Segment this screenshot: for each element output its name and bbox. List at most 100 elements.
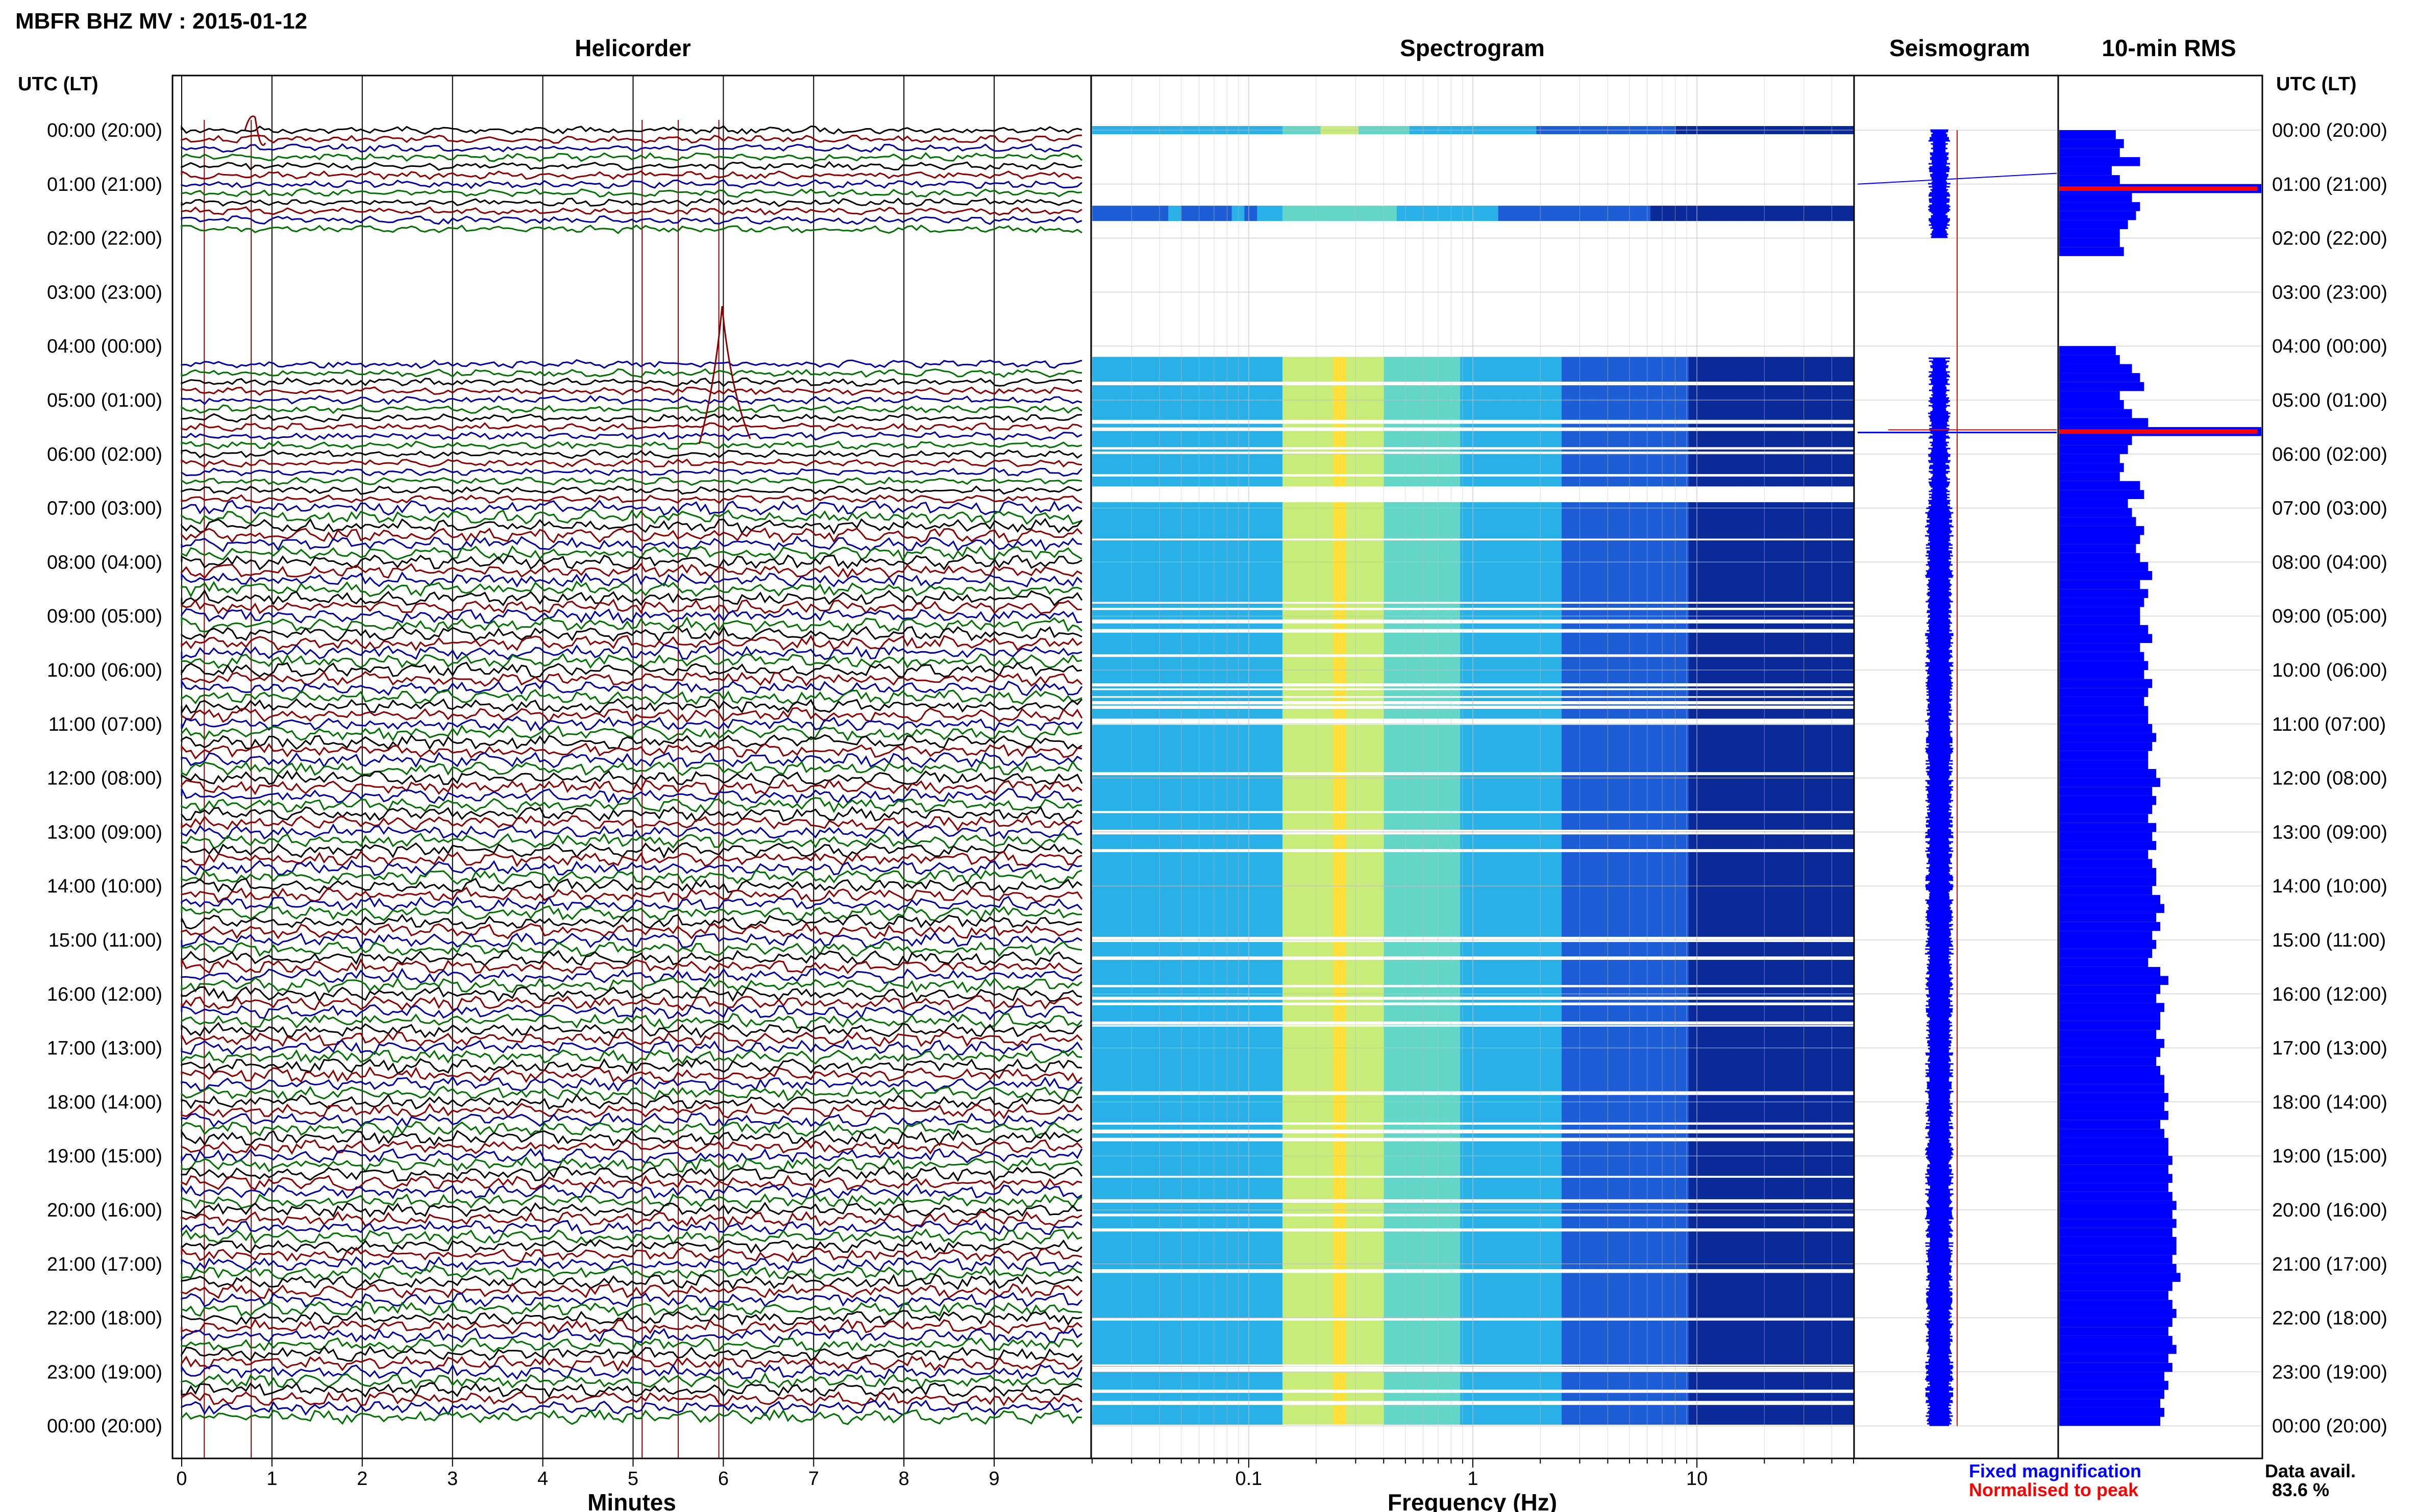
spectrogram-cell	[1307, 357, 1321, 1426]
rms-bar	[2059, 454, 2120, 463]
rms-bar	[2059, 1335, 2173, 1345]
rms-bar	[2059, 481, 2140, 490]
helicorder-trace	[181, 404, 1082, 414]
rms-bar	[2059, 805, 2153, 814]
spectrogram-cell	[1168, 206, 1182, 221]
spectrogram-cell	[1498, 206, 1512, 221]
time-tick-label: 21:00 (17:00)	[2272, 1254, 2387, 1275]
rms-bar	[2059, 724, 2153, 733]
helicorder-trace	[181, 644, 1082, 660]
spectrogram-cell	[1104, 357, 1118, 1426]
spectrogram-title: Spectrogram	[1400, 35, 1545, 61]
minute-tick-label: 1	[266, 1468, 277, 1490]
helicorder-trace	[181, 1049, 1082, 1065]
spectrogram-cell	[1675, 357, 1689, 1426]
helicorder-trace	[181, 797, 1082, 813]
rms-bar	[2059, 238, 2120, 247]
spectrogram-cell	[1396, 206, 1410, 221]
helicorder-trace	[181, 958, 1083, 974]
rms-bar	[2059, 193, 2132, 203]
helicorder-trace	[181, 1211, 1082, 1227]
rms-bar	[2059, 850, 2149, 859]
helicorder-trace	[181, 197, 1082, 207]
spectrogram-cell	[1523, 357, 1537, 1426]
spectrogram-cell	[1790, 357, 1804, 1426]
spectrogram-cell	[1282, 206, 1296, 221]
spectrogram-cell	[1473, 206, 1486, 221]
rms-bar	[2059, 643, 2140, 652]
rms-bar	[2059, 1362, 2173, 1372]
time-tick-label: 12:00 (08:00)	[2272, 768, 2387, 789]
spectrogram-cell	[1599, 357, 1613, 1426]
helicorder-trace	[181, 950, 1082, 966]
rms-bar	[2059, 562, 2149, 572]
helicorder-trace	[181, 545, 1082, 562]
spectrogram-cell	[1193, 206, 1207, 221]
helicorder-trace	[181, 395, 1082, 405]
helicorder-trace	[181, 859, 1082, 876]
helicorder-trace	[181, 1085, 1083, 1102]
rms-bar	[2059, 436, 2132, 445]
spectrogram-cell	[1841, 206, 1854, 221]
seismogram-title: Seismogram	[1889, 35, 2030, 61]
spectrogram-cell	[1270, 206, 1283, 221]
helicorder-trace	[181, 760, 1082, 777]
time-tick-label: 11:00 (07:00)	[2272, 714, 2386, 735]
time-tick-label: 14:00 (10:00)	[2272, 876, 2387, 897]
spectrogram-cell	[1320, 357, 1334, 1426]
helicorder-panel: 0 1 2 3 4 5 6 7 8 9	[176, 76, 1083, 1490]
spectrogram-cell	[1612, 357, 1626, 1426]
spectrogram-cell	[1587, 357, 1600, 1426]
rms-bar	[2059, 382, 2144, 391]
helicorder-trace	[181, 823, 1082, 840]
spectrogram-cell	[1447, 357, 1461, 1426]
helicorder-trace	[181, 599, 1082, 615]
time-tick-label: 23:00 (19:00)	[47, 1361, 162, 1383]
rms-bar	[2059, 877, 2157, 886]
rms-bar	[2059, 1318, 2173, 1327]
spectrogram-cell	[1663, 206, 1676, 221]
spectrogram-cell	[1206, 206, 1220, 221]
rms-bar	[2059, 1137, 2168, 1147]
rms-bar	[2059, 1030, 2157, 1039]
helicorder-trace	[181, 1156, 1083, 1173]
time-tick-label: 22:00 (18:00)	[2272, 1308, 2387, 1329]
rms-bar	[2059, 1084, 2164, 1093]
helicorder-trace	[181, 832, 1082, 850]
helicorder-trace	[181, 359, 1082, 369]
time-tick-label: 08:00 (04:00)	[47, 552, 162, 573]
helicorder-trace	[181, 1382, 1082, 1398]
spectrogram-cell	[1460, 357, 1473, 1426]
rms-bar	[2059, 679, 2153, 688]
helicorder-trace	[181, 170, 1082, 180]
time-tick-label: 21:00 (17:00)	[47, 1254, 162, 1275]
helicorder-trace	[181, 467, 1083, 477]
spectrogram-cell	[1130, 206, 1144, 221]
helicorder-trace	[181, 422, 1082, 432]
rms-bar	[2059, 966, 2160, 976]
helicorder-trace	[181, 842, 1082, 859]
rms-bar	[2059, 661, 2149, 670]
helicorder-trace	[181, 1246, 1082, 1263]
spectrogram-cell	[1143, 357, 1156, 1426]
rms-bar	[2059, 580, 2140, 589]
rms-bar	[2059, 544, 2136, 553]
spectrogram-cell	[1346, 206, 1360, 221]
rms-bar	[2059, 922, 2160, 931]
spectrogram-cell	[1409, 206, 1423, 221]
helicorder-trace	[181, 616, 1083, 633]
spectrogram-cell	[1282, 357, 1296, 1426]
time-tick-label: 04:00 (00:00)	[2272, 336, 2387, 357]
helicorder-trace	[181, 1354, 1083, 1372]
time-tick-label: 03:00 (23:00)	[2272, 282, 2387, 303]
helicorder-trace	[181, 707, 1083, 724]
helicorder-trace	[181, 788, 1082, 805]
rms-panel	[2059, 130, 2261, 1426]
spectrogram-cell	[1409, 357, 1423, 1426]
rms-bar	[2059, 526, 2144, 535]
helicorder-trace	[181, 671, 1083, 687]
spectrogram-cell	[1752, 357, 1765, 1426]
helicorder-trace	[181, 485, 1082, 495]
rms-bar	[2059, 958, 2149, 967]
rms-bar	[2059, 445, 2128, 454]
